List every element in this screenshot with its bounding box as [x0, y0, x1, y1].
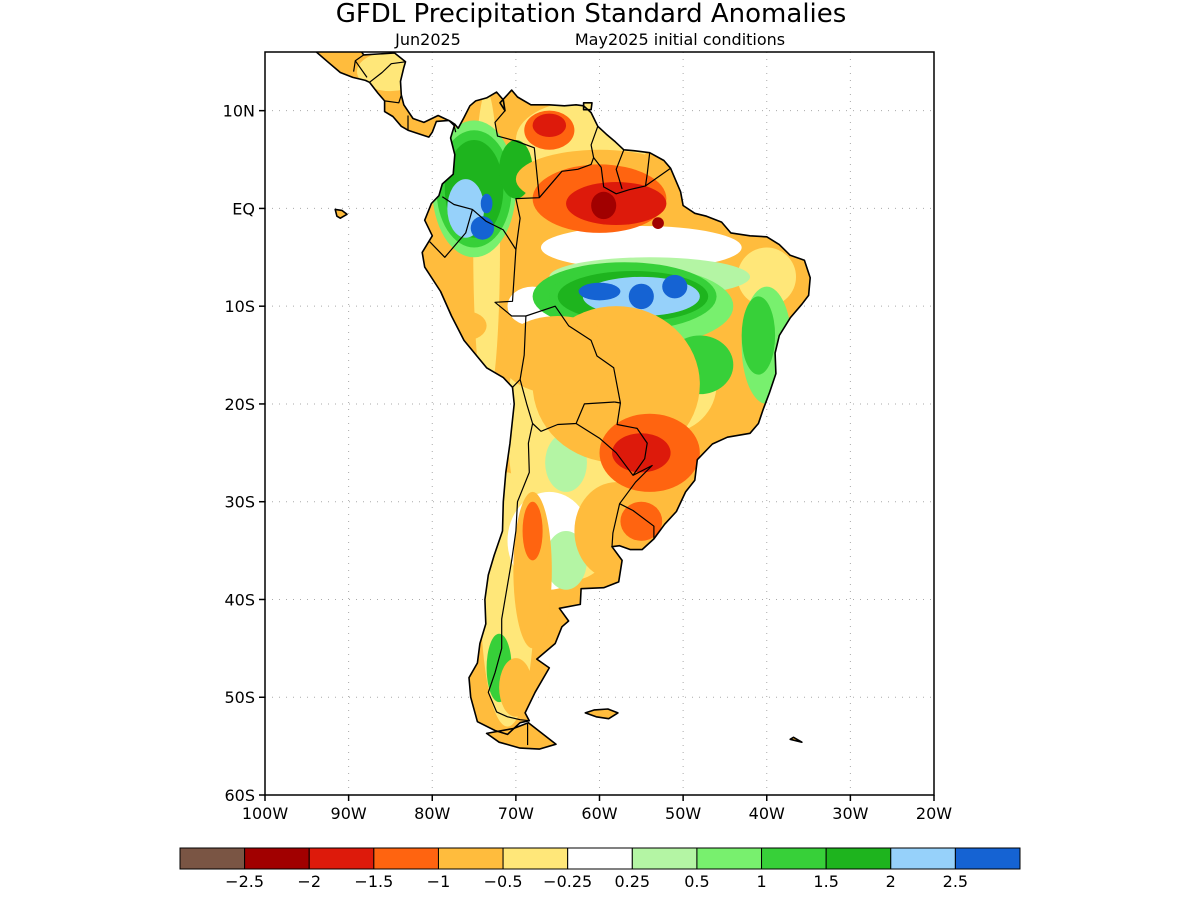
country-border	[453, 125, 457, 133]
longitude-tick-label: 30W	[832, 804, 868, 823]
country-border	[525, 305, 621, 404]
country-border	[472, 208, 527, 388]
coastline	[334, 208, 348, 219]
colorbar-label: −1	[427, 872, 451, 891]
country-border	[429, 196, 473, 258]
latitude-tick-label: 20S	[224, 395, 255, 414]
anomaly-region	[566, 182, 667, 226]
longitude-tick-label: 80W	[414, 804, 450, 823]
map-subtitle-initial-conditions: May2025 initial conditions	[575, 30, 785, 49]
latitude-tick-label: 50S	[224, 688, 255, 707]
anomaly-region	[532, 113, 567, 138]
colorbar-swatch	[567, 847, 633, 870]
longitude-tick-label: 70W	[498, 804, 534, 823]
map-title: GFDL Precipitation Standard Anomalies	[336, 0, 847, 29]
country-border	[611, 503, 621, 547]
anomaly-region	[612, 433, 671, 473]
country-border	[615, 149, 625, 190]
country-border	[644, 152, 651, 186]
coastline	[789, 736, 803, 743]
colorbar-label: −1.5	[354, 872, 393, 891]
country-border	[494, 110, 540, 250]
colorbar-swatch	[437, 847, 504, 870]
colorbar-label: −2	[297, 872, 321, 891]
anomaly-region	[652, 217, 664, 229]
anomaly-region	[578, 282, 621, 301]
colorbar-swatch	[631, 847, 698, 870]
coastline	[584, 708, 619, 720]
colorbar-swatch	[502, 847, 569, 870]
anomaly-region	[737, 247, 797, 307]
colorbar-label: −2.5	[225, 872, 264, 891]
colorbar-label: 2.5	[943, 872, 968, 891]
country-border	[519, 379, 615, 432]
colorbar-swatch	[373, 847, 439, 870]
anomaly-colorbar: −2.5 −2 −1.5 −1 −0.5 −0.25 0.25 0.5 1 1.5 2 2.5	[179, 847, 1021, 891]
country-border	[538, 126, 599, 199]
anomaly-region	[540, 226, 742, 270]
anomaly-region	[499, 658, 533, 717]
map-panel	[265, 52, 934, 795]
colorbar-swatch	[179, 847, 246, 870]
anomaly-region	[470, 216, 495, 240]
colorbar-label: 2	[886, 872, 896, 891]
anomaly-region	[480, 193, 493, 214]
colorbar-swatch	[696, 847, 763, 870]
colorbar-swatch	[244, 847, 310, 870]
latitude-tick-label: EQ	[232, 199, 255, 218]
colorbar-label: 1	[756, 872, 766, 891]
colorbar-swatch	[890, 847, 956, 870]
latitude-tick-label: 10N	[223, 102, 255, 121]
colorbar-swatch	[825, 847, 892, 870]
colorbar-swatch	[308, 847, 375, 870]
colorbar-label: −0.5	[484, 872, 523, 891]
country-border	[575, 402, 648, 476]
country-border	[487, 423, 534, 722]
anomaly-region	[522, 501, 543, 561]
colorbar-label: 0.5	[684, 872, 709, 891]
longitude-tick-label: 20W	[916, 804, 952, 823]
latitude-axis: 10N EQ 10S 20S 30S 40S 50S 60S	[223, 102, 265, 805]
colorbar-swatch	[954, 847, 1021, 870]
coastline	[485, 721, 557, 750]
colorbar-label: 1.5	[813, 872, 838, 891]
latitude-tick-label: 60S	[224, 786, 255, 805]
longitude-tick-label: 50W	[665, 804, 701, 823]
country-border	[384, 94, 402, 104]
country-borders	[353, 54, 671, 746]
anomaly-region	[662, 274, 688, 299]
longitude-tick-label: 60W	[581, 804, 617, 823]
latitude-tick-label: 30S	[224, 493, 255, 512]
longitude-axis: 100W 90W 80W 70W 60W 50W 40W 30W 20W	[242, 795, 952, 823]
anomaly-region	[499, 315, 617, 395]
colorbar-swatch	[761, 847, 827, 870]
map-subtitle-forecast-month: Jun2025	[394, 30, 461, 49]
coastline	[315, 52, 456, 138]
latitude-tick-label: 10S	[224, 297, 255, 316]
latitude-tick-label: 40S	[224, 590, 255, 609]
longitude-tick-label: 40W	[749, 804, 785, 823]
anomaly-region	[741, 296, 776, 375]
colorbar-label: −0.25	[543, 872, 592, 891]
country-border	[354, 60, 368, 78]
anomaly-region	[628, 283, 654, 310]
colorbar-label: 0.25	[614, 872, 650, 891]
anomaly-region	[591, 191, 617, 220]
anomaly-region	[620, 501, 663, 541]
country-border	[369, 61, 406, 83]
coastline	[582, 102, 593, 111]
longitude-tick-label: 90W	[331, 804, 367, 823]
longitude-tick-label: 100W	[242, 804, 289, 823]
